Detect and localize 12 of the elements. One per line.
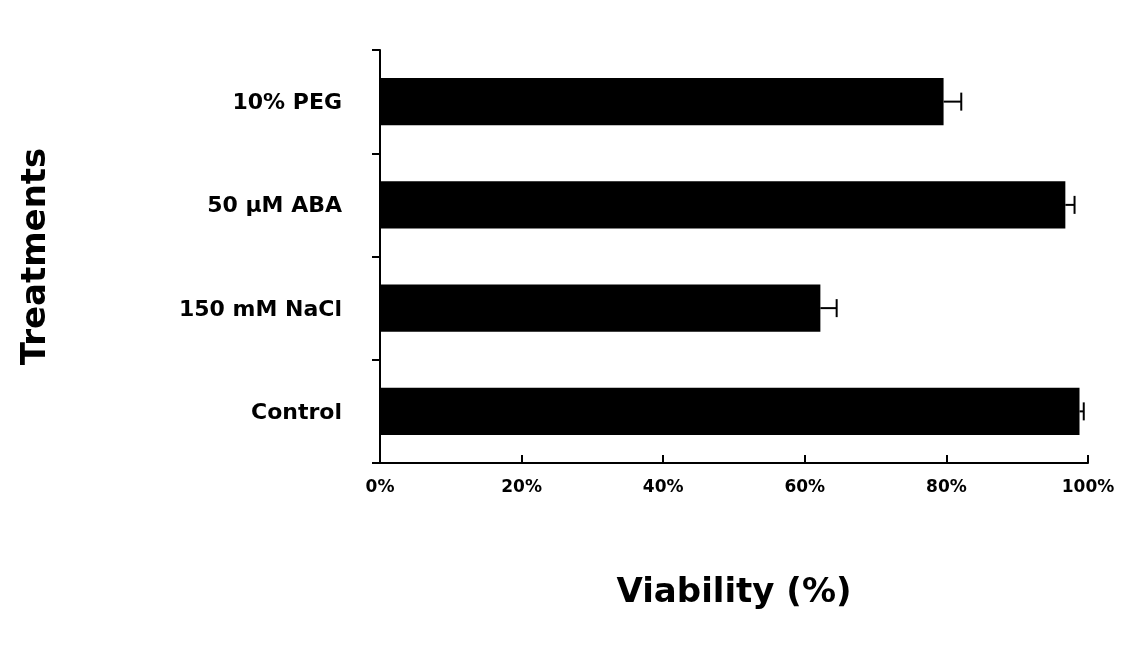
x-tick-label: 60%	[784, 475, 826, 496]
x-tick-label: 100%	[1061, 475, 1115, 496]
x-axis-title: Viability (%)	[616, 570, 852, 610]
y-tick-label: 150 mM NaCl	[178, 295, 342, 321]
x-tick-label: 20%	[501, 475, 542, 496]
y-tick-label: Control	[251, 398, 342, 424]
x-tick-label: 40%	[642, 475, 684, 496]
y-tick-label: 10% PEG	[232, 89, 342, 115]
y-axis-title: Treatments	[13, 147, 53, 366]
x-tick-label: 80%	[926, 475, 967, 496]
x-tick-label: 0%	[365, 475, 395, 496]
y-tick-label: 50 µM ABA	[207, 192, 342, 218]
